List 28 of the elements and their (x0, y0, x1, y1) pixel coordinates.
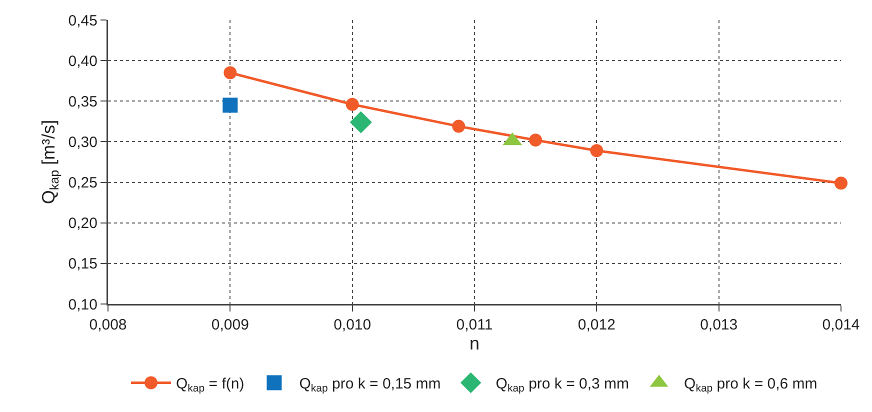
legend-label: Q$_{kap}$ = f(n) (176, 376, 244, 395)
point (590, 144, 604, 158)
point (346, 98, 359, 111)
x-tick-label: 0,012 (578, 316, 616, 334)
x-tick-label: 0,009 (211, 316, 249, 334)
y-tick-label: 0,30 (68, 134, 98, 151)
y-tick-label: 0,10 (68, 296, 98, 314)
x-tick-label: 0,011 (456, 316, 493, 334)
point (224, 66, 237, 80)
point (350, 111, 372, 134)
x-tick-label: 0,014 (822, 316, 860, 334)
point (452, 120, 466, 133)
legend-label: Q$_{kap}$ pro k = 0,3 mm (496, 376, 630, 395)
y-tick-label: 0,15 (68, 256, 98, 273)
y-tick-label: 0,45 (68, 12, 98, 30)
point (834, 176, 848, 190)
y-tick-label: 0,35 (68, 93, 98, 110)
x-tick-label: 0,008 (89, 316, 127, 334)
point (222, 98, 238, 113)
y-tick-label: 0,25 (68, 174, 98, 192)
y-tick-label: 0,20 (68, 215, 98, 232)
legend-label: Q$_{kap}$ pro k = 0,15 mm (299, 376, 441, 395)
legend-label: Q$_{kap}$ pro k = 0,6 mm (684, 376, 818, 395)
y-tick-label: 0,40 (68, 52, 98, 70)
point (529, 134, 542, 147)
x-tick-label: 0,010 (334, 316, 372, 334)
x-tick-label: 0,013 (700, 316, 738, 334)
x-axis-title: n (469, 334, 480, 354)
